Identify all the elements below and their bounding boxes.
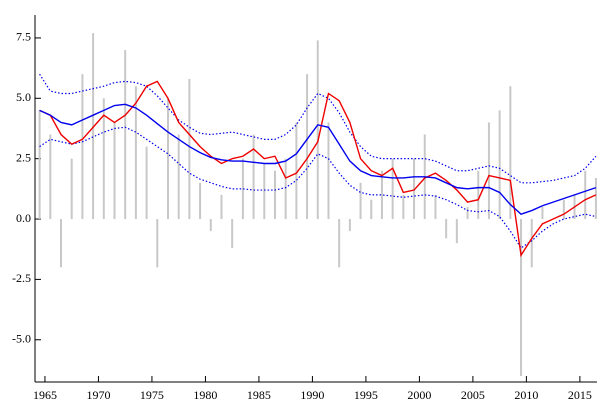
bar <box>402 194 405 220</box>
bar <box>199 182 202 220</box>
bar <box>102 98 105 220</box>
y-tick-label: 5.0 <box>16 90 31 104</box>
bar <box>338 219 341 268</box>
bar <box>295 122 298 220</box>
bar <box>156 219 159 268</box>
x-tick-label: 2015 <box>568 388 592 402</box>
bar <box>231 219 234 248</box>
bar <box>359 182 362 220</box>
band-line <box>39 126 597 249</box>
y-tick-label: -5.0 <box>12 331 31 345</box>
bar <box>541 206 544 220</box>
bar <box>81 74 84 220</box>
bar <box>455 219 458 244</box>
bar <box>124 50 127 220</box>
bar <box>145 146 148 220</box>
bar <box>59 219 62 268</box>
x-tick-label: 2005 <box>461 388 485 402</box>
bar <box>70 158 73 220</box>
bar <box>188 78 191 220</box>
y-tick-label: -2.5 <box>12 271 31 285</box>
x-tick-label: 1980 <box>193 388 217 402</box>
bar <box>38 110 41 220</box>
y-tick-label: 0.0 <box>16 211 31 225</box>
x-tick-label: 1990 <box>300 388 324 402</box>
bar <box>370 199 373 220</box>
bar <box>263 163 266 220</box>
bar <box>306 74 309 220</box>
bar <box>273 170 276 220</box>
bar <box>166 98 169 220</box>
bar <box>380 170 383 220</box>
bar <box>92 33 95 220</box>
bar <box>594 177 597 220</box>
line <box>39 103 597 215</box>
bar <box>466 206 469 220</box>
bar <box>530 219 533 268</box>
bar <box>241 158 244 220</box>
x-tick-label: 2010 <box>514 388 538 402</box>
x-tick-label: 2000 <box>407 388 431 402</box>
bar <box>391 158 394 220</box>
x-tick-label: 1965 <box>33 388 57 402</box>
bar <box>209 219 212 232</box>
bar <box>477 170 480 220</box>
bar <box>348 219 351 232</box>
y-tick-label: 2.5 <box>16 150 31 164</box>
x-tick-label: 1975 <box>140 388 164 402</box>
bar <box>487 122 490 220</box>
bar <box>498 110 501 220</box>
bar <box>445 219 448 239</box>
bar <box>252 134 255 220</box>
bar <box>413 158 416 220</box>
bar <box>134 86 137 220</box>
bar <box>327 122 330 220</box>
bar <box>284 158 287 220</box>
y-tick-label: 7.5 <box>16 30 31 44</box>
bar <box>113 122 116 220</box>
x-tick-label: 1970 <box>86 388 110 402</box>
bar <box>49 134 52 220</box>
bar <box>509 86 512 220</box>
bar <box>220 194 223 220</box>
bar <box>177 134 180 220</box>
x-tick-label: 1985 <box>247 388 271 402</box>
bar <box>434 194 437 220</box>
bar <box>316 40 319 220</box>
bar <box>584 170 587 220</box>
bar <box>562 199 565 220</box>
x-tick-label: 1995 <box>354 388 378 402</box>
bar <box>520 219 523 376</box>
